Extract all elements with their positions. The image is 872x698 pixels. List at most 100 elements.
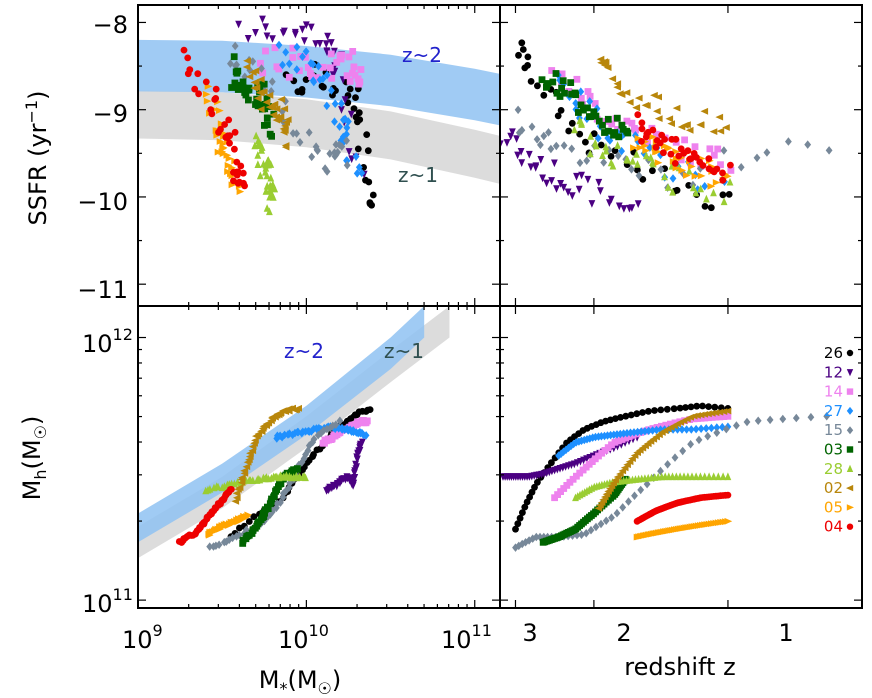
point-04-tl — [212, 95, 220, 102]
point-14-br — [697, 414, 705, 422]
point-28-tr — [599, 151, 606, 159]
point-14-tr — [717, 161, 724, 169]
point-28-tr — [602, 146, 610, 155]
point-05-tl — [228, 164, 236, 172]
point-04-tl — [226, 139, 233, 147]
point-15-tl — [258, 64, 265, 73]
point-14-tr — [558, 70, 566, 78]
legend-label-02: 02 — [824, 479, 843, 497]
point-02-tl — [257, 106, 265, 113]
point-14-tl — [327, 50, 335, 58]
point-26-br — [663, 405, 671, 413]
point-28-tr — [710, 188, 717, 197]
point-02-tl — [249, 69, 257, 76]
point-14-tr — [710, 151, 718, 159]
point-04-tr — [699, 162, 707, 169]
legend-label-27: 27 — [824, 402, 843, 420]
point-14-br — [705, 414, 712, 422]
point-03-tl — [230, 53, 238, 61]
point-03-tl — [234, 86, 242, 93]
point-15-tl — [293, 129, 300, 138]
point-12-tr — [548, 177, 555, 185]
point-03-tl — [261, 122, 268, 129]
point-26-br — [612, 415, 619, 422]
point-04-tl — [184, 54, 192, 62]
point-03-tr — [595, 117, 603, 125]
point-02-tr — [672, 104, 681, 112]
point-12-tr — [564, 188, 572, 197]
point-15-bl — [309, 437, 317, 447]
point-26-tr — [611, 147, 619, 155]
point-05-tr — [691, 172, 700, 180]
point-12-tl — [324, 32, 331, 41]
point-04-tl — [221, 121, 229, 128]
point-04-tr — [638, 119, 646, 127]
point-12-tl — [269, 35, 276, 43]
point-15-br — [625, 497, 632, 506]
point-14-tl — [289, 44, 297, 52]
point-04-tl — [208, 110, 216, 118]
point-05-bl — [244, 511, 252, 519]
point-02-tr — [716, 127, 725, 135]
point-03-tr — [624, 129, 632, 137]
point-14-tl — [356, 78, 364, 86]
point-15-br — [582, 529, 590, 538]
point-03-tl — [239, 78, 247, 86]
points-bl — [175, 404, 374, 551]
point-02-tr — [685, 126, 694, 134]
point-26-br — [534, 478, 541, 486]
points-br — [500, 402, 831, 552]
point-04-tr — [693, 154, 700, 161]
point-15-br — [713, 428, 721, 437]
point-03-tl — [261, 100, 269, 108]
legend-marker-27 — [846, 406, 854, 415]
point-04-tl — [231, 145, 238, 153]
point-15-br — [722, 424, 730, 434]
ytick-ssfr-8: −8 — [93, 11, 128, 39]
point-14-br — [716, 413, 724, 421]
point-03-tr — [590, 108, 598, 116]
point-26-br — [519, 509, 526, 516]
point-26-br — [657, 406, 665, 414]
point-27-br — [616, 429, 624, 439]
point-12-tr — [597, 187, 604, 195]
point-14-bl — [362, 418, 370, 426]
point-03-tr — [558, 84, 565, 92]
point-15-br — [608, 513, 615, 522]
point-12-tl — [338, 106, 345, 114]
point-15-br — [597, 519, 605, 529]
point-28-tl — [256, 171, 264, 180]
point-04-tl — [202, 78, 210, 86]
point-15-tr — [528, 122, 536, 131]
point-28-br — [692, 472, 700, 481]
point-27-tr — [572, 99, 580, 108]
point-15-bl — [310, 435, 318, 444]
point-14-br — [615, 437, 622, 445]
band-label-z2-bottom: z~2 — [284, 339, 324, 363]
point-15-bl — [323, 424, 331, 434]
point-27-br — [560, 447, 567, 456]
point-14-tl — [350, 63, 358, 71]
point-27-tl — [338, 99, 345, 108]
panel-bottom-right-frame — [499, 305, 863, 609]
point-12-tr — [573, 172, 580, 181]
legend-marker-12 — [846, 369, 854, 377]
point-03-tl — [254, 102, 262, 110]
point-04-tl — [195, 90, 203, 98]
point-05-tl — [225, 155, 234, 162]
point-04-tr — [667, 150, 675, 158]
point-12-tl — [302, 21, 310, 29]
point-26-tr — [590, 130, 598, 138]
point-12-tl — [259, 15, 266, 24]
point-03-tl — [263, 95, 271, 102]
point-02-tr — [683, 121, 691, 129]
point-27-tl — [331, 99, 339, 108]
point-26-br — [639, 409, 646, 416]
point-12-tr — [634, 200, 642, 208]
point-14-tr — [714, 145, 722, 153]
point-02-tr — [616, 90, 624, 98]
point-02-tl — [260, 88, 268, 95]
point-02-tl — [250, 84, 258, 92]
point-15-tr — [576, 158, 584, 168]
point-02-tr — [634, 94, 643, 102]
